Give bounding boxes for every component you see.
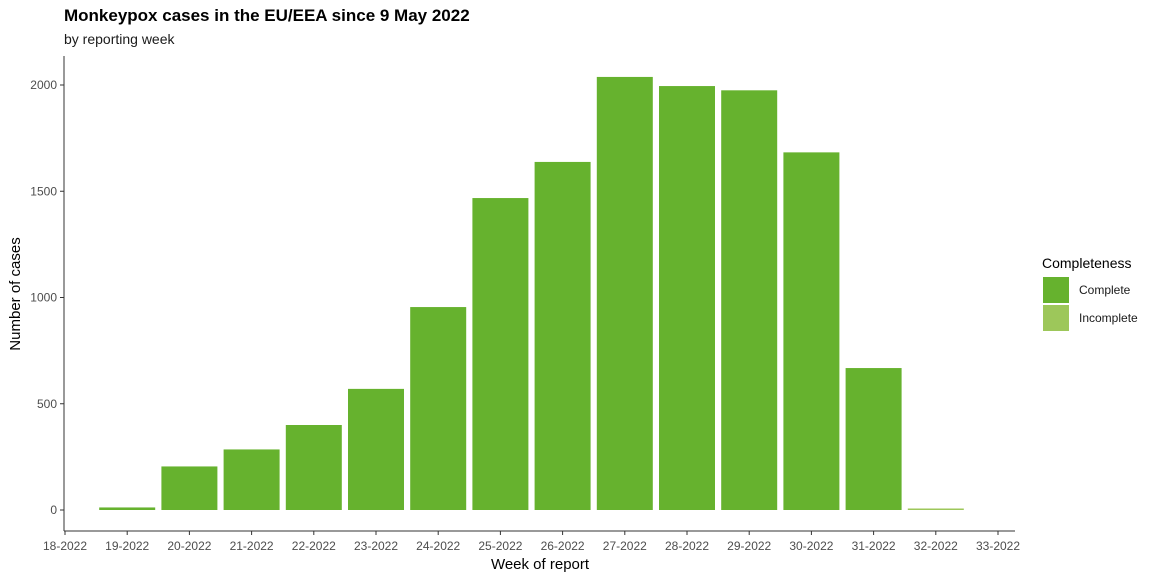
chart-title: Monkeypox cases in the EU/EEA since 9 Ma… (64, 6, 470, 25)
x-tick-label: 32-2022 (914, 539, 958, 553)
bars-group (99, 76, 964, 511)
legend-title: Completeness (1042, 255, 1132, 271)
y-axis-ticks: 0 500 1000 1500 2000 (30, 78, 64, 517)
bar-31-2022 (845, 368, 902, 510)
x-tick-label: 21-2022 (230, 539, 274, 553)
bar-22-2022 (285, 425, 342, 510)
x-tick-label: 18-2022 (43, 539, 87, 553)
bar-30-2022 (783, 152, 840, 511)
y-tick-label: 1000 (30, 291, 57, 305)
x-axis-ticks: 18-2022 19-2022 20-2022 21-2022 22-2022 23-20… (43, 531, 1020, 553)
bar-26-2022 (534, 161, 591, 511)
bar-19-2022 (99, 507, 156, 510)
x-tick-label: 20-2022 (167, 539, 211, 553)
x-tick-label: 27-2022 (603, 539, 647, 553)
x-tick-label: 31-2022 (852, 539, 896, 553)
x-tick-label: 24-2022 (416, 539, 460, 553)
x-tick-label: 33-2022 (976, 539, 1020, 553)
bar-32-2022 (907, 508, 964, 510)
bar-25-2022 (472, 198, 529, 511)
bar-29-2022 (721, 90, 778, 510)
legend-swatch-incomplete (1043, 305, 1069, 331)
chart-subtitle: by reporting week (64, 31, 175, 47)
bar-27-2022 (596, 76, 653, 511)
legend: Completeness Complete Incomplete (1042, 255, 1138, 331)
y-axis-title: Number of cases (7, 237, 24, 350)
x-tick-label: 29-2022 (727, 539, 771, 553)
bar-21-2022 (223, 449, 280, 510)
legend-label-complete: Complete (1079, 283, 1131, 297)
x-tick-label: 25-2022 (478, 539, 522, 553)
bar-24-2022 (410, 307, 467, 510)
legend-swatch-complete (1043, 277, 1069, 303)
x-tick-label: 30-2022 (789, 539, 833, 553)
bar-23-2022 (348, 388, 404, 510)
x-tick-label: 19-2022 (105, 539, 149, 553)
x-tick-label: 26-2022 (541, 539, 585, 553)
bar-28-2022 (659, 86, 715, 510)
legend-label-incomplete: Incomplete (1079, 311, 1138, 325)
x-tick-label: 22-2022 (292, 539, 336, 553)
y-tick-label: 1500 (30, 184, 57, 198)
y-tick-label: 2000 (30, 78, 57, 92)
x-tick-label: 23-2022 (354, 539, 398, 553)
y-tick-label: 0 (50, 503, 57, 517)
x-axis-title: Week of report (491, 556, 590, 573)
y-tick-label: 500 (37, 397, 57, 411)
bar-20-2022 (161, 466, 218, 510)
x-tick-label: 28-2022 (665, 539, 709, 553)
